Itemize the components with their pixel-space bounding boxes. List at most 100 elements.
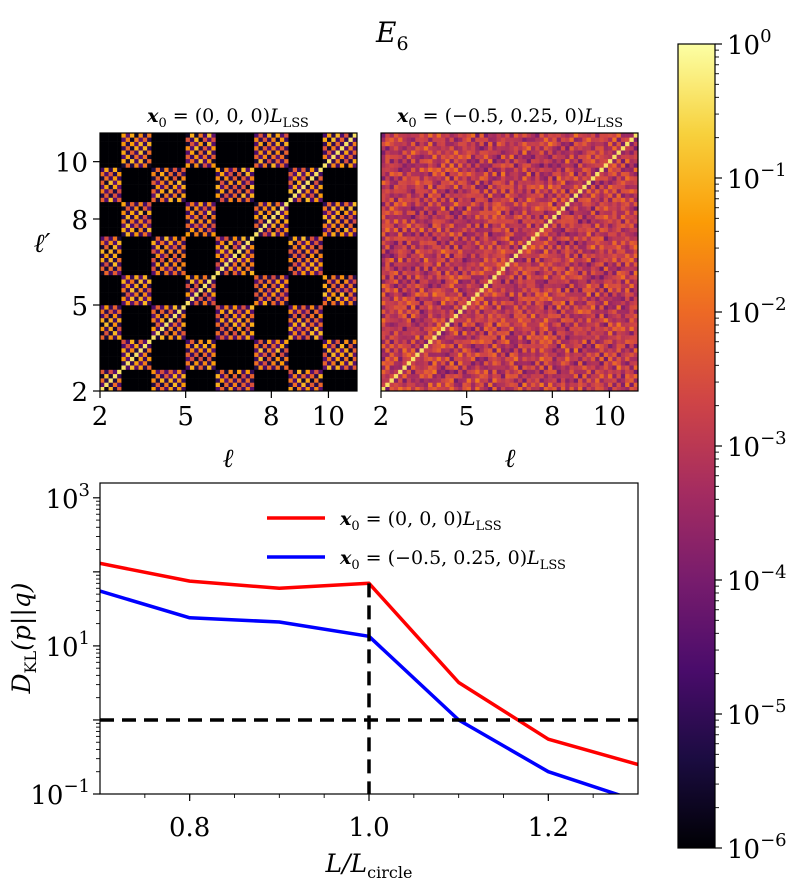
- matrix-cell: [138, 158, 144, 164]
- matrix-cell: [147, 322, 152, 327]
- matrix-cell: [104, 180, 109, 185]
- matrix-cell: [194, 369, 199, 375]
- matrix-cell: [181, 296, 186, 301]
- matrix-cell: [322, 330, 328, 336]
- matrix-cell: [129, 317, 135, 323]
- matrix-cell: [327, 262, 332, 267]
- matrix-cell: [284, 231, 289, 237]
- matrix-cell: [219, 305, 225, 310]
- matrix-cell: [402, 330, 407, 336]
- matrix-cell: [595, 296, 600, 301]
- matrix-cell: [327, 279, 332, 284]
- matrix-cell: [288, 296, 294, 301]
- matrix-cell: [249, 176, 255, 181]
- matrix-cell: [344, 154, 349, 160]
- matrix-cell: [164, 262, 169, 267]
- matrix-cell: [301, 322, 306, 327]
- matrix-cell: [271, 249, 276, 254]
- matrix-cell: [620, 373, 626, 379]
- matrix-cell: [518, 296, 523, 301]
- matrix-cell: [466, 313, 472, 319]
- matrix-cell: [262, 369, 268, 375]
- matrix-cell: [331, 231, 336, 237]
- matrix-cell: [100, 378, 105, 383]
- matrix-cell: [215, 300, 221, 306]
- matrix-cell: [142, 356, 148, 362]
- matrix-cell: [147, 382, 152, 387]
- matrix-cell: [608, 343, 613, 349]
- matrix-cell: [348, 339, 354, 344]
- matrix-cell: [271, 141, 276, 147]
- matrix-cell: [207, 287, 212, 293]
- matrix-cell: [393, 365, 399, 370]
- matrix-cell: [125, 180, 131, 185]
- matrix-cell: [479, 386, 485, 392]
- matrix-cell: [331, 339, 336, 344]
- matrix-cell: [267, 214, 272, 220]
- matrix-cell: [121, 300, 126, 306]
- matrix-cell: [275, 141, 281, 147]
- matrix-cell: [249, 270, 255, 276]
- matrix-cell: [335, 382, 341, 387]
- matrix-cell: [288, 360, 294, 366]
- matrix-cell: [530, 292, 536, 297]
- matrix-cell: [449, 343, 455, 349]
- matrix-cell: [327, 163, 332, 168]
- matrix-cell: [125, 270, 131, 276]
- matrix-cell: [228, 305, 234, 310]
- matrix-cell: [262, 188, 268, 194]
- matrix-cell: [612, 348, 617, 353]
- matrix-cell: [284, 330, 289, 336]
- matrix-cell: [121, 180, 126, 185]
- matrix-cell: [112, 206, 118, 211]
- matrix-cell: [215, 356, 221, 362]
- matrix-cell: [237, 184, 242, 190]
- matrix-cell: [348, 300, 354, 306]
- matrix-cell: [181, 163, 186, 168]
- matrix-cell: [432, 292, 437, 297]
- matrix-cell: [344, 158, 349, 164]
- matrix-cell: [603, 382, 609, 387]
- matrix-cell: [262, 133, 268, 138]
- matrix-cell: [224, 197, 229, 203]
- matrix-cell: [275, 231, 281, 237]
- matrix-cell: [352, 167, 358, 172]
- matrix-cell: [228, 210, 234, 215]
- matrix-cell: [181, 348, 186, 353]
- matrix-cell: [322, 352, 328, 357]
- matrix-cell: [322, 176, 328, 181]
- matrix-cell: [254, 244, 259, 250]
- matrix-cell: [599, 309, 605, 314]
- matrix-cell: [241, 193, 246, 198]
- matrix-cell: [228, 300, 234, 306]
- matrix-cell: [151, 386, 156, 392]
- matrix-cell: [522, 309, 527, 314]
- matrix-cell: [267, 236, 272, 241]
- matrix-cell: [245, 356, 251, 362]
- matrix-cell: [603, 317, 609, 323]
- matrix-cell: [513, 373, 519, 379]
- matrix-cell: [423, 300, 429, 306]
- matrix-cell: [241, 231, 246, 237]
- matrix-cell: [185, 193, 191, 198]
- matrix-cell: [275, 227, 281, 233]
- matrix-cell: [237, 137, 242, 142]
- matrix-cell: [488, 292, 493, 297]
- matrix-cell: [155, 249, 161, 254]
- matrix-cell: [232, 150, 238, 155]
- matrix-cell: [168, 227, 174, 233]
- matrix-cell: [168, 266, 174, 271]
- matrix-cell: [147, 365, 152, 370]
- matrix-cell: [301, 193, 306, 198]
- matrix-cell: [509, 322, 515, 327]
- matrix-cell: [262, 219, 268, 224]
- matrix-cell: [275, 322, 281, 327]
- matrix-cell: [301, 283, 306, 289]
- matrix-cell: [492, 305, 497, 310]
- matrix-cell: [108, 249, 114, 254]
- matrix-cell: [348, 180, 354, 185]
- matrix-cell: [505, 322, 510, 327]
- matrix-cell: [445, 356, 450, 362]
- matrix-cell: [245, 231, 251, 237]
- matrix-cell: [339, 326, 345, 332]
